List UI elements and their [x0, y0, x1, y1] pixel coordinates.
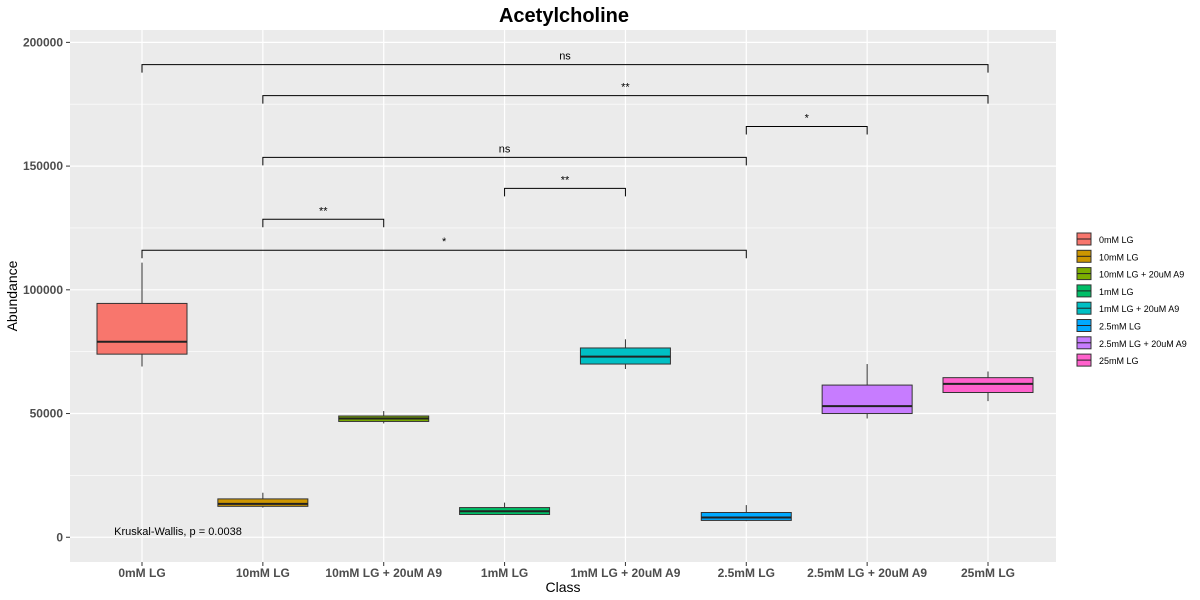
legend-item-3: 10mM LG + 20uM A9 — [1076, 267, 1184, 281]
y-tick-label: 200000 — [23, 35, 63, 49]
x-axis: 0mM LG 10mM LG 10mM LG + 20uM A9 1mM LG 1mM … — [118, 562, 1015, 580]
y-axis-label: Abundance — [4, 260, 20, 331]
bracket-label: * — [442, 236, 447, 248]
bracket-line — [141, 64, 989, 73]
box-3 — [338, 411, 430, 424]
x-tick-label: 0mM LG — [118, 566, 165, 580]
bracket-line — [262, 95, 989, 104]
legend-item-5: 1mM LG + 20uM A9 — [1076, 301, 1179, 315]
legend-item-7: 2.5mM LG + 20uM A9 — [1076, 336, 1187, 350]
bracket-line — [504, 187, 626, 197]
x-tick-label: 2.5mM LG — [718, 566, 775, 580]
legend-label: 10mM LG — [1099, 252, 1139, 262]
bracket-line — [262, 156, 747, 166]
comparison-bracket-6: ** — [262, 205, 385, 228]
bracket-label: ns — [559, 51, 571, 63]
comparison-bracket-1: ns — [141, 51, 989, 73]
legend-label: 2.5mM LG — [1099, 322, 1141, 332]
comparison-bracket-5: ** — [504, 174, 626, 197]
legend: 0mM LG 10mM LG 10mM LG + 20uM A9 1mM LG 1mM … — [1076, 232, 1187, 367]
y-tick-label: 50000 — [30, 407, 64, 421]
comparison-brackets: ns***ns***** — [141, 51, 989, 259]
bracket-line — [745, 126, 868, 135]
box-body — [217, 498, 309, 507]
x-tick-label: 10mM LG — [236, 566, 290, 580]
legend-label: 0mM LG — [1099, 235, 1134, 245]
legend-item-1: 0mM LG — [1076, 232, 1134, 246]
comparison-bracket-7: * — [141, 236, 747, 259]
bracket-line — [141, 249, 747, 259]
comparison-bracket-3: * — [745, 113, 868, 135]
legend-label: 1mM LG — [1099, 287, 1134, 297]
y-tick-label: 0 — [56, 530, 63, 544]
legend-label: 25mM LG — [1099, 356, 1139, 366]
y-tick-label: 150000 — [23, 159, 63, 173]
bracket-label: ns — [499, 143, 511, 155]
box-8 — [942, 371, 1034, 402]
plot-panel — [70, 30, 1056, 562]
x-tick-label: 2.5mM LG + 20uM A9 — [807, 566, 927, 580]
legend-item-8: 25mM LG — [1076, 353, 1139, 367]
box-1 — [96, 262, 188, 367]
chart-title: Acetylcholine — [499, 5, 629, 27]
bracket-label: ** — [319, 205, 328, 217]
x-tick-label: 10mM LG + 20uM A9 — [325, 566, 442, 580]
bracket-line — [262, 218, 385, 228]
y-axis: 0 50000 100000 150000 200000 — [23, 35, 70, 544]
x-tick-label: 25mM LG — [961, 566, 1015, 580]
x-axis-label: Class — [545, 579, 580, 595]
box-body — [96, 302, 188, 355]
box-6 — [700, 505, 792, 522]
legend-item-2: 10mM LG — [1076, 249, 1139, 263]
legend-item-4: 1mM LG — [1076, 284, 1134, 298]
legend-item-6: 2.5mM LG — [1076, 319, 1141, 332]
legend-label: 1mM LG + 20uM A9 — [1099, 304, 1179, 314]
bracket-label: ** — [561, 174, 570, 186]
bracket-label: ** — [621, 82, 630, 94]
x-tick-label: 1mM LG + 20uM A9 — [570, 566, 680, 580]
box-7 — [821, 364, 913, 419]
boxes — [96, 262, 1034, 522]
legend-label: 2.5mM LG + 20uM A9 — [1099, 339, 1187, 349]
comparison-bracket-4: ns — [262, 143, 747, 166]
y-tick-label: 100000 — [23, 283, 63, 297]
kruskal-wallis-annotation: Kruskal-Wallis, p = 0.0038 — [114, 526, 242, 538]
legend-label: 10mM LG + 20uM A9 — [1099, 270, 1184, 280]
grid-major — [70, 30, 1056, 562]
box-5 — [579, 339, 671, 369]
box-2 — [217, 492, 309, 508]
x-tick-label: 1mM LG — [481, 566, 528, 580]
grid-minor — [70, 103, 1056, 476]
box-4 — [459, 502, 551, 515]
bracket-label: * — [805, 113, 810, 125]
box-body — [821, 384, 913, 415]
comparison-bracket-2: ** — [262, 82, 989, 104]
box-body — [942, 377, 1034, 394]
